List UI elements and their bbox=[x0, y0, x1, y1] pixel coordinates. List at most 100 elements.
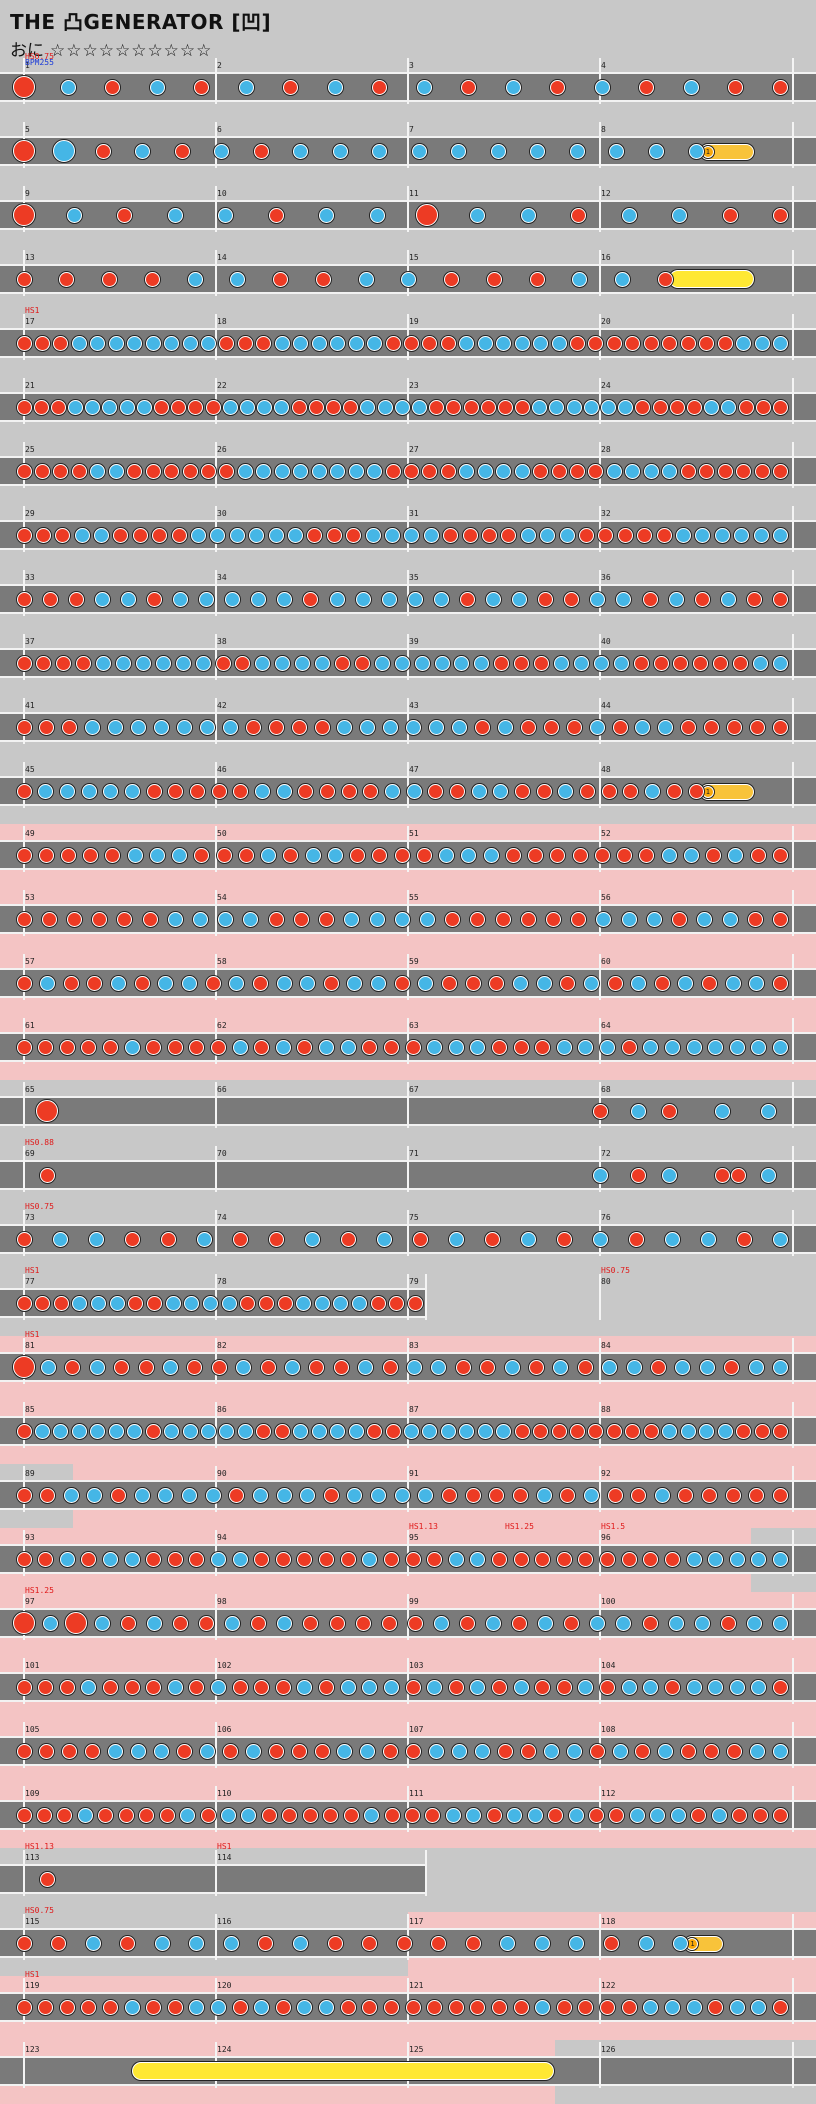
don-note bbox=[238, 847, 254, 863]
don-note bbox=[579, 527, 594, 543]
score-row: 93 94 95 96 HS1.13 HS1.25 HS1.5 bbox=[0, 1522, 816, 1592]
ka-note bbox=[630, 1103, 646, 1119]
don-note bbox=[382, 1359, 398, 1375]
ka-note bbox=[646, 911, 662, 927]
measure-number: 63 bbox=[409, 1021, 419, 1030]
don-note bbox=[303, 1615, 319, 1631]
don-note bbox=[440, 463, 456, 479]
bar-line bbox=[792, 954, 794, 1000]
score-row: 49 50 51 52 bbox=[0, 824, 816, 888]
ka-note bbox=[629, 1807, 645, 1823]
don-note bbox=[408, 1295, 424, 1311]
don-note bbox=[189, 1551, 205, 1567]
don-note bbox=[118, 1807, 134, 1823]
ka-note bbox=[683, 847, 699, 863]
don-note bbox=[16, 1487, 32, 1503]
bar-line bbox=[407, 1594, 409, 1640]
ka-note bbox=[205, 1487, 221, 1503]
ka-note bbox=[772, 335, 788, 351]
speed-annotation: HSO.75 bbox=[25, 52, 54, 61]
ka-note bbox=[196, 1231, 212, 1247]
ka-note bbox=[347, 1487, 363, 1503]
ka-note bbox=[673, 1935, 689, 1951]
ka-note bbox=[700, 1231, 716, 1247]
don-note bbox=[680, 335, 696, 351]
don-note bbox=[486, 1807, 502, 1823]
don-note bbox=[268, 719, 284, 735]
bar-line bbox=[792, 58, 794, 104]
ka-note bbox=[232, 1039, 248, 1055]
ka-note bbox=[377, 399, 393, 415]
don-note bbox=[252, 975, 268, 991]
ka-note bbox=[433, 1615, 449, 1631]
don-note bbox=[385, 1423, 401, 1439]
ka-note bbox=[311, 335, 327, 351]
bar-line bbox=[792, 186, 794, 232]
ka-note bbox=[621, 207, 637, 223]
score-row: 85 86 87 88 bbox=[0, 1400, 816, 1464]
measure-number: 56 bbox=[601, 893, 611, 902]
don-note bbox=[566, 719, 582, 735]
don-note bbox=[459, 591, 475, 607]
don-note bbox=[16, 1231, 32, 1247]
ka-note bbox=[566, 1743, 582, 1759]
ka-note bbox=[643, 463, 659, 479]
don-note bbox=[514, 1423, 530, 1439]
ka-note bbox=[261, 847, 277, 863]
don-note bbox=[534, 655, 550, 671]
don-note bbox=[528, 1359, 544, 1375]
ka-note bbox=[181, 975, 197, 991]
measure-number: 88 bbox=[601, 1405, 611, 1414]
don-note bbox=[693, 655, 709, 671]
ka-note bbox=[257, 399, 273, 415]
ka-note bbox=[304, 1231, 320, 1247]
bar-line bbox=[407, 1466, 409, 1512]
ka-note bbox=[191, 527, 207, 543]
ka-note bbox=[615, 271, 631, 287]
don-note bbox=[355, 1615, 371, 1631]
don-note bbox=[188, 399, 204, 415]
don-note bbox=[233, 783, 249, 799]
ka-note bbox=[422, 1423, 438, 1439]
don-note bbox=[702, 975, 718, 991]
ka-note bbox=[772, 1359, 788, 1375]
bar-line bbox=[792, 826, 794, 872]
don-note bbox=[446, 399, 462, 415]
don-note bbox=[628, 1231, 644, 1247]
ka-note bbox=[52, 1231, 68, 1247]
measure-number: 59 bbox=[409, 957, 419, 966]
don-note bbox=[171, 399, 187, 415]
don-note bbox=[36, 1100, 59, 1122]
ka-note bbox=[429, 1743, 445, 1759]
ka-note bbox=[193, 911, 208, 927]
ka-note bbox=[167, 207, 183, 223]
measure-number: 60 bbox=[601, 957, 611, 966]
ka-note bbox=[459, 335, 475, 351]
bar-line bbox=[407, 1338, 409, 1384]
don-note bbox=[308, 399, 324, 415]
balloon-note bbox=[131, 2062, 554, 2080]
ka-note bbox=[90, 335, 106, 351]
don-note bbox=[639, 847, 655, 863]
ka-note bbox=[751, 1679, 767, 1695]
ka-note bbox=[520, 527, 536, 543]
ka-note bbox=[344, 911, 360, 927]
don-note bbox=[323, 975, 339, 991]
ka-note bbox=[131, 719, 147, 735]
don-note bbox=[577, 1359, 593, 1375]
don-note bbox=[16, 719, 32, 735]
ka-note bbox=[109, 1295, 125, 1311]
don-note bbox=[515, 399, 531, 415]
don-note bbox=[232, 1231, 248, 1247]
don-note bbox=[146, 1551, 162, 1567]
don-note bbox=[609, 1807, 625, 1823]
don-note bbox=[680, 463, 696, 479]
don-note bbox=[98, 1807, 114, 1823]
ka-note bbox=[448, 1039, 464, 1055]
don-note bbox=[211, 1359, 227, 1375]
don-note bbox=[556, 1679, 572, 1695]
bar-line bbox=[215, 1786, 217, 1832]
don-note bbox=[254, 1551, 270, 1567]
ka-note bbox=[85, 399, 101, 415]
don-note bbox=[428, 783, 444, 799]
